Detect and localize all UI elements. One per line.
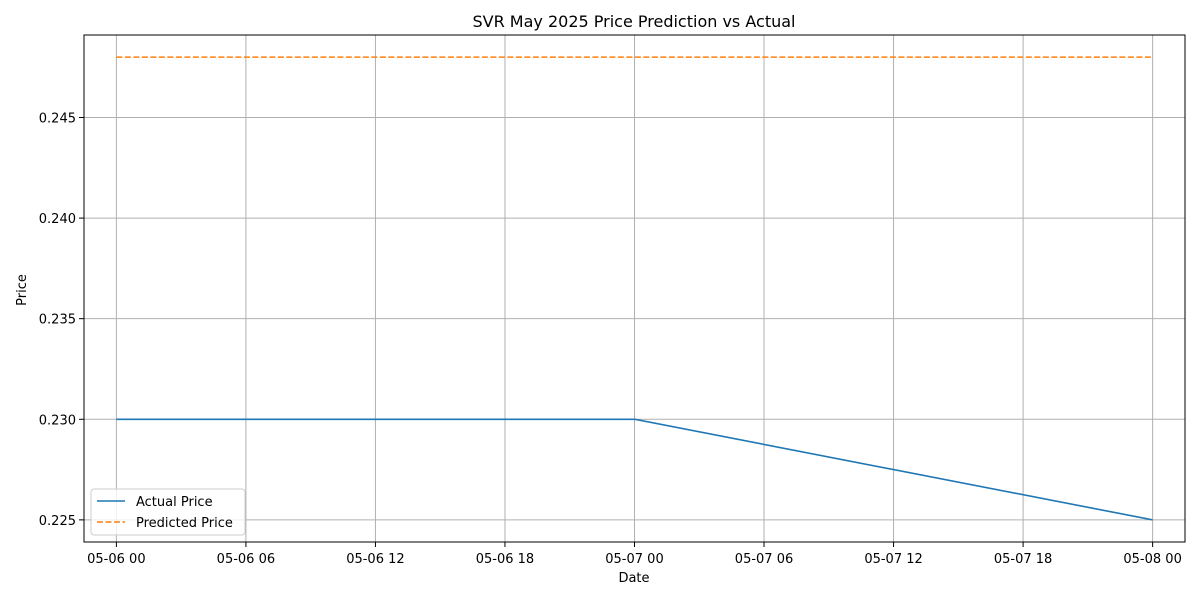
legend: Actual Price Predicted Price (90, 488, 246, 536)
legend-label-2: Predicted Price (136, 516, 233, 531)
y-tick-label: 0.225 (39, 514, 76, 529)
x-tick-label: 05-07 12 (864, 552, 922, 567)
x-tick-label: 05-06 12 (346, 552, 404, 567)
y-tick-label: 0.230 (39, 413, 76, 428)
y-axis-label: Price (15, 274, 30, 306)
series-lines (116, 56, 1153, 521)
series-line-1 (116, 418, 1153, 521)
x-tick-label: 05-06 06 (217, 552, 275, 567)
legend-box (90, 488, 246, 536)
y-axis-ticks: 0.225 0.230 0.235 0.240 0.245 (39, 111, 84, 529)
x-tick-label: 05-06 00 (87, 552, 145, 567)
chart-title: SVR May 2025 Price Prediction vs Actual (473, 12, 796, 31)
legend-label-1: Actual Price (136, 495, 213, 510)
x-tick-label: 05-07 00 (605, 552, 663, 567)
grid-lines (84, 35, 1185, 542)
x-axis-ticks: 05-06 00 05-06 06 05-06 12 05-06 18 05-07 00… (87, 542, 1182, 567)
y-tick-label: 0.240 (39, 212, 76, 227)
x-tick-label: 05-07 18 (994, 552, 1052, 567)
x-tick-label: 05-07 06 (735, 552, 793, 567)
x-tick-label: 05-06 18 (476, 552, 534, 567)
y-tick-label: 0.245 (39, 111, 76, 126)
x-axis-label: Date (618, 571, 649, 586)
y-tick-label: 0.235 (39, 313, 76, 328)
x-tick-label: 05-08 00 (1123, 552, 1181, 567)
